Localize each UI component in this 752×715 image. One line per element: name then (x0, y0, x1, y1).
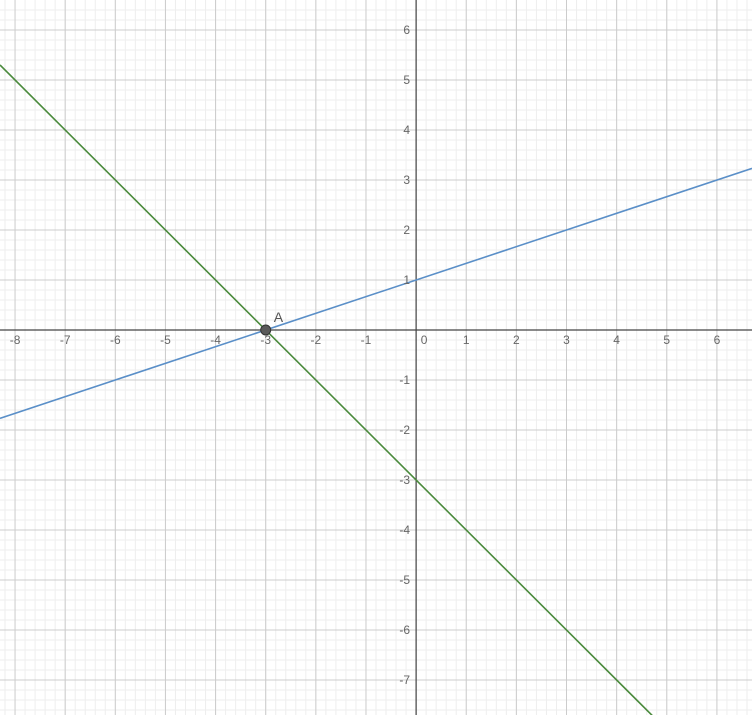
x-tick-label: 2 (513, 333, 520, 347)
point-label-A: A (274, 309, 284, 325)
x-tick-label: 4 (613, 333, 620, 347)
x-tick-label: -8 (10, 333, 21, 347)
graph-svg: -8-7-6-5-4-3-2-10123456-7-6-5-4-3-2-1123… (0, 0, 752, 715)
x-tick-label: -1 (361, 333, 372, 347)
y-tick-label: -4 (399, 523, 410, 537)
y-tick-label: 3 (403, 173, 410, 187)
x-tick-label: 6 (714, 333, 721, 347)
y-tick-label: 5 (403, 73, 410, 87)
y-tick-label: -5 (399, 573, 410, 587)
y-tick-label: -1 (399, 373, 410, 387)
x-tick-label: 1 (463, 333, 470, 347)
x-tick-label: 0 (421, 333, 428, 347)
y-tick-label: -7 (399, 673, 410, 687)
x-tick-label: -5 (160, 333, 171, 347)
y-tick-label: 6 (403, 23, 410, 37)
y-tick-label: -2 (399, 423, 410, 437)
x-tick-label: -6 (110, 333, 121, 347)
y-tick-label: -6 (399, 623, 410, 637)
x-tick-label: 5 (663, 333, 670, 347)
x-tick-label: -7 (60, 333, 71, 347)
x-tick-label: -2 (311, 333, 322, 347)
y-tick-label: 2 (403, 223, 410, 237)
y-tick-label: 1 (403, 273, 410, 287)
y-tick-label: 4 (403, 123, 410, 137)
point-A (261, 325, 271, 335)
y-tick-label: -3 (399, 473, 410, 487)
coordinate-graph: -8-7-6-5-4-3-2-10123456-7-6-5-4-3-2-1123… (0, 0, 752, 715)
x-tick-label: 3 (563, 333, 570, 347)
x-tick-label: -4 (210, 333, 221, 347)
